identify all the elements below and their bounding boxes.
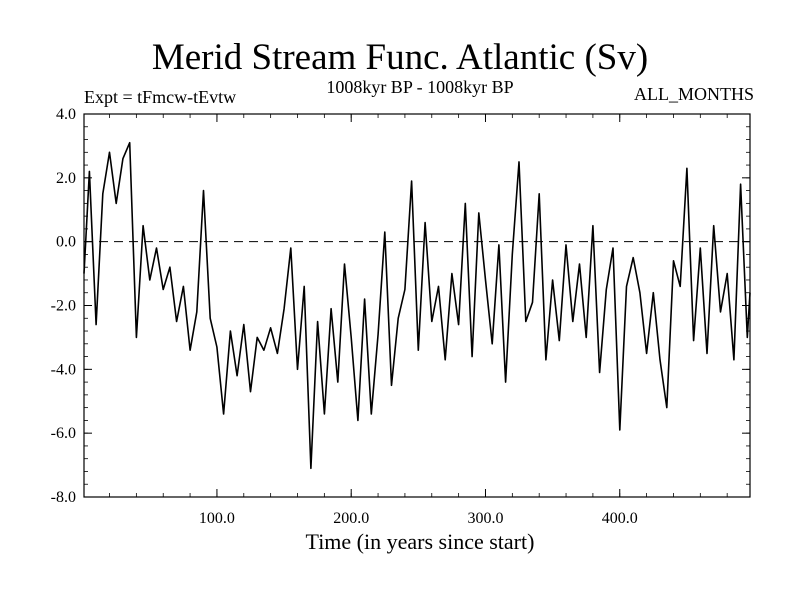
series-line-0 — [83, 141, 751, 470]
time-range-label: 1008kyr BP - 1008kyr BP — [326, 77, 514, 97]
x-axis-label: Time (in years since start) — [305, 529, 535, 554]
y-tick-label: 2.0 — [56, 170, 76, 187]
x-tick-label: 200.0 — [333, 510, 369, 527]
plot-frame — [83, 113, 751, 498]
y-tick-label: -4.0 — [51, 361, 76, 378]
x-tick-label: 400.0 — [602, 510, 638, 527]
x-tick-label: 100.0 — [199, 510, 235, 527]
y-tick-label: 0.0 — [56, 234, 76, 251]
experiment-label: Expt = tFmcw-tEvtw — [84, 87, 237, 107]
y-tick-label: 4.0 — [56, 106, 76, 123]
chart-title: Merid Stream Func. Atlantic (Sv) — [151, 37, 649, 78]
y-tick-label: -8.0 — [51, 489, 76, 506]
x-tick-label: 300.0 — [467, 510, 503, 527]
y-tick-label: -6.0 — [51, 425, 76, 442]
months-label: ALL_MONTHS — [634, 84, 754, 104]
y-tick-label: -2.0 — [51, 298, 76, 315]
